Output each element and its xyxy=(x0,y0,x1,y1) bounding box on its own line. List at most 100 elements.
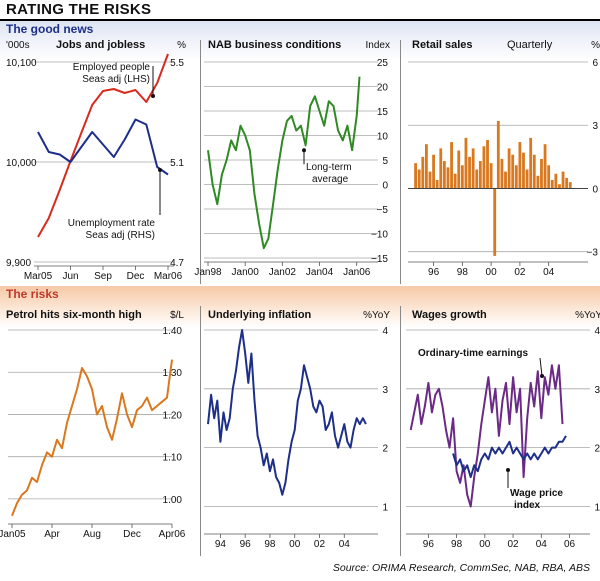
nab-series-line xyxy=(207,76,361,250)
retail-bar xyxy=(432,154,435,189)
retail-bar xyxy=(428,171,432,189)
nab-y-tick-label: −5 xyxy=(377,205,389,216)
petrol-y-tick-label: 1.10 xyxy=(163,453,183,464)
retail-bar xyxy=(460,165,464,189)
page-title: RATING THE RISKS xyxy=(6,1,152,18)
panel-divider xyxy=(400,40,401,284)
petrol-y-tick-label: 1.40 xyxy=(163,326,183,337)
retail-bar xyxy=(439,148,443,189)
wages-annotation-dot xyxy=(506,468,510,472)
retail-bar xyxy=(464,137,468,189)
petrol-y-tick-label: 1.20 xyxy=(163,410,183,421)
retail-bar xyxy=(514,165,518,189)
petrol-x-tick-label: Aug xyxy=(83,529,101,540)
retail-bar xyxy=(547,165,551,189)
nab-y-tick-label: 15 xyxy=(377,107,389,118)
inflation-y-tick-label: 1 xyxy=(382,502,388,513)
wages-annotation-dot xyxy=(540,374,544,378)
panel-divider xyxy=(200,306,201,556)
jobs-annotation-unemployment: Unemployment rate xyxy=(68,218,156,229)
inflation-x-tick-label: 94 xyxy=(215,539,227,550)
inflation-y-tick-label: 4 xyxy=(382,326,388,337)
nab-annotation-long-term: Long-term xyxy=(306,162,352,173)
retail-chart-subtitle: Quarterly xyxy=(507,39,553,51)
retail-x-tick-label: 04 xyxy=(543,267,555,278)
nab-y-tick-label: 20 xyxy=(377,83,389,94)
retail-bar xyxy=(489,163,493,189)
nab-average-dot xyxy=(302,148,306,153)
retail-bar xyxy=(424,144,428,189)
wages-x-tick-label: 02 xyxy=(507,539,519,550)
retail-bar xyxy=(417,169,421,189)
petrol-x-tick-label: Apr xyxy=(44,529,60,540)
retail-bar xyxy=(421,156,425,189)
retail-bar xyxy=(482,146,486,189)
petrol-x-tick-label: Apr06 xyxy=(159,529,186,540)
retail-bar xyxy=(475,169,479,189)
wages-x-tick-label: 98 xyxy=(451,539,463,550)
wages-unit-label: %YoY xyxy=(575,310,600,321)
nab-x-tick-label: Jan04 xyxy=(306,267,334,278)
inflation-x-tick-label: 98 xyxy=(264,539,276,550)
source-note: Source: ORIMA Research, CommSec, NAB, RB… xyxy=(332,562,590,574)
inflation-series-line xyxy=(207,329,367,496)
inflation-x-tick-label: 04 xyxy=(339,539,351,550)
wages-series-line xyxy=(452,435,567,479)
jobs-x-tick-label: Mar06 xyxy=(154,271,183,282)
nab-x-tick-label: Jan02 xyxy=(269,267,297,278)
retail-x-tick-label: 96 xyxy=(428,267,440,278)
retail-bar xyxy=(518,142,522,189)
retail-bar xyxy=(554,173,558,189)
retail-bar xyxy=(543,144,547,189)
jobs-annotation-employed: Employed people xyxy=(73,62,151,73)
jobs-series-line xyxy=(37,118,169,176)
petrol-x-tick-label: Jan05 xyxy=(0,529,26,540)
panel-divider xyxy=(400,306,401,556)
jobs-annotation-dot xyxy=(158,168,162,172)
inflation-x-tick-label: 00 xyxy=(289,539,301,550)
inflation-x-tick-label: 96 xyxy=(240,539,252,550)
nab-unit-label: Index xyxy=(366,40,390,51)
jobs-left-tick-label: 10,100 xyxy=(6,58,37,69)
section-label-risks: The risks xyxy=(6,287,59,301)
inflation-y-tick-label: 2 xyxy=(382,444,388,455)
petrol-y-tick-label: 1.30 xyxy=(163,368,183,379)
jobs-left-tick-label: 10,000 xyxy=(6,158,37,169)
petrol-unit-label: $/L xyxy=(170,310,184,321)
retail-bar xyxy=(507,148,511,189)
retail-bar xyxy=(532,154,536,189)
retail-bar xyxy=(414,163,417,189)
retail-bar xyxy=(450,142,453,189)
inflation-unit-label: %YoY xyxy=(363,310,390,321)
retail-x-tick-label: 00 xyxy=(486,267,498,278)
retail-bar xyxy=(496,121,500,189)
retail-bar xyxy=(486,139,489,189)
retail-bar xyxy=(442,161,446,189)
retail-bar xyxy=(568,182,572,189)
wages-x-tick-label: 06 xyxy=(564,539,576,550)
title-rule xyxy=(0,19,600,21)
retail-bar xyxy=(478,161,482,189)
retail-bar xyxy=(500,158,504,189)
nab-x-tick-label: Jan00 xyxy=(232,267,260,278)
wages-annotation-leader xyxy=(539,357,543,377)
good-news-band xyxy=(0,21,600,285)
wages-chart-title: Wages growth xyxy=(412,309,487,321)
jobs-x-tick-label: Mar05 xyxy=(24,271,53,282)
jobs-unit-label: % xyxy=(177,40,186,51)
retail-x-tick-label: 02 xyxy=(514,267,526,278)
wages-y-tick-label: 4 xyxy=(594,326,600,337)
retail-bar xyxy=(453,173,457,189)
jobs-y-tick-label: 4.7 xyxy=(170,258,184,269)
wages-series-line xyxy=(409,364,564,508)
wages-annotation-ordinary-time: Ordinary-time earnings xyxy=(418,348,528,359)
petrol-x-tick-label: Dec xyxy=(123,529,141,540)
jobs-annotation-employed-sub: Seas adj (LHS) xyxy=(82,74,150,85)
wages-y-tick-label: 2 xyxy=(594,444,600,455)
wages-annotation-index: index xyxy=(514,500,541,511)
retail-bar xyxy=(525,169,529,189)
nab-y-tick-label: −15 xyxy=(371,254,388,265)
retail-bar xyxy=(522,152,525,189)
retail-unit-label: % xyxy=(591,40,600,51)
